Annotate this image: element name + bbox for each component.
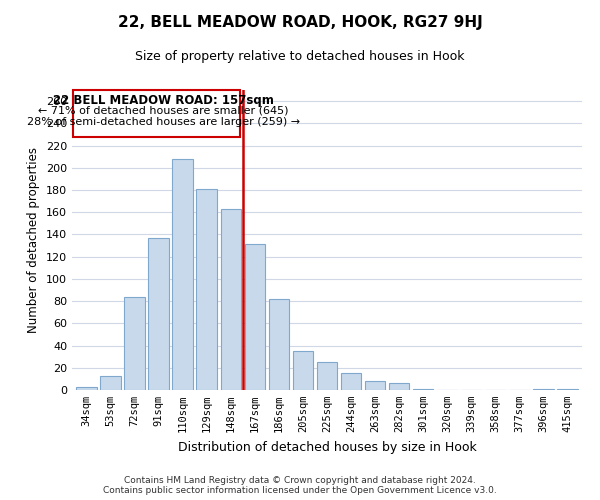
Text: 28% of semi-detached houses are larger (259) →: 28% of semi-detached houses are larger (… bbox=[27, 116, 300, 126]
Text: Size of property relative to detached houses in Hook: Size of property relative to detached ho… bbox=[135, 50, 465, 63]
Bar bbox=[196, 189, 217, 390]
Bar bbox=[293, 351, 313, 390]
Bar bbox=[557, 389, 578, 390]
Bar bbox=[341, 374, 361, 390]
Bar bbox=[533, 389, 554, 390]
Bar bbox=[389, 384, 409, 390]
Bar bbox=[148, 238, 169, 390]
Bar bbox=[124, 296, 145, 390]
Bar bbox=[269, 299, 289, 390]
Bar bbox=[365, 381, 385, 390]
Bar bbox=[172, 159, 193, 390]
Text: ← 71% of detached houses are smaller (645): ← 71% of detached houses are smaller (64… bbox=[38, 106, 289, 116]
Text: 22, BELL MEADOW ROAD, HOOK, RG27 9HJ: 22, BELL MEADOW ROAD, HOOK, RG27 9HJ bbox=[118, 15, 482, 30]
Bar bbox=[317, 362, 337, 390]
Bar bbox=[413, 389, 433, 390]
Bar bbox=[76, 386, 97, 390]
Text: 22 BELL MEADOW ROAD: 157sqm: 22 BELL MEADOW ROAD: 157sqm bbox=[53, 94, 274, 108]
Text: Contains HM Land Registry data © Crown copyright and database right 2024.
Contai: Contains HM Land Registry data © Crown c… bbox=[103, 476, 497, 495]
Y-axis label: Number of detached properties: Number of detached properties bbox=[28, 147, 40, 333]
X-axis label: Distribution of detached houses by size in Hook: Distribution of detached houses by size … bbox=[178, 440, 476, 454]
Bar bbox=[100, 376, 121, 390]
FancyBboxPatch shape bbox=[73, 90, 241, 136]
Bar bbox=[221, 209, 241, 390]
Bar bbox=[245, 244, 265, 390]
